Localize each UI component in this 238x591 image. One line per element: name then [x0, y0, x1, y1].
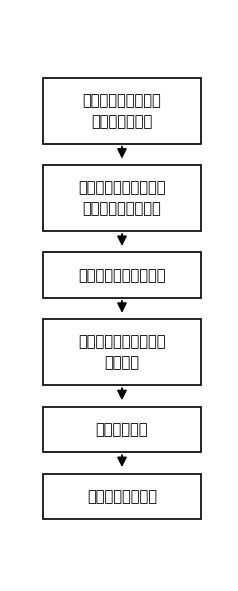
FancyBboxPatch shape	[43, 407, 201, 452]
Text: 确定旋喷动态施工方案: 确定旋喷动态施工方案	[78, 268, 166, 282]
Text: 旋喷施工场地准备，
完成预钻孔作业: 旋喷施工场地准备， 完成预钻孔作业	[83, 93, 161, 129]
Text: 确定旋喷施工过程动态
监测方案: 确定旋喷施工过程动态 监测方案	[78, 335, 166, 371]
FancyBboxPatch shape	[43, 165, 201, 231]
Text: 完成旋喷施工作业: 完成旋喷施工作业	[87, 489, 157, 504]
FancyBboxPatch shape	[43, 252, 201, 298]
Text: 旋喷钻头及钻杆配置及
改造，旋喷钻机就位: 旋喷钻头及钻杆配置及 改造，旋喷钻机就位	[78, 180, 166, 216]
FancyBboxPatch shape	[43, 78, 201, 144]
FancyBboxPatch shape	[43, 319, 201, 385]
FancyBboxPatch shape	[43, 473, 201, 519]
Text: 开展旋喷作业: 开展旋喷作业	[96, 422, 148, 437]
